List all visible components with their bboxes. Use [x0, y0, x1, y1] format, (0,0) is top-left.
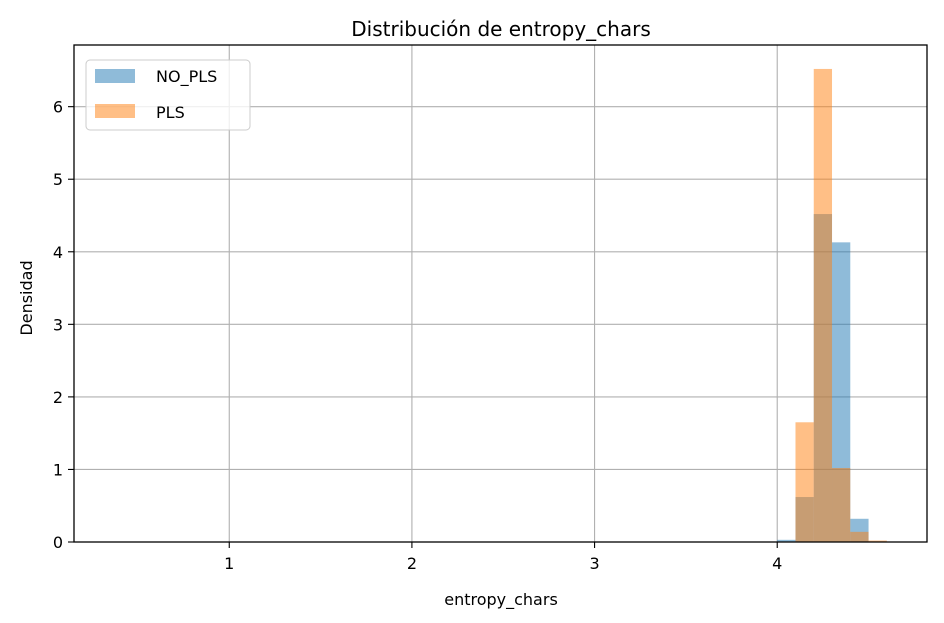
y-tick-label: 6 [53, 98, 63, 117]
y-tick-label: 5 [53, 170, 63, 189]
ticks: 1 2 3 4 0 1 2 3 4 5 6 [53, 98, 783, 573]
legend-label-no-pls: NO_PLS [156, 67, 217, 87]
y-tick-label: 4 [53, 243, 63, 262]
x-tick-label: 1 [224, 554, 234, 573]
plot-frame [73, 44, 928, 543]
legend-label-pls: PLS [156, 103, 185, 122]
chart-title: Distribución de entropy_chars [351, 17, 651, 41]
x-tick-label: 2 [407, 554, 417, 573]
bar-pls [850, 531, 869, 542]
bar-pls [795, 422, 814, 542]
bar-pls [832, 467, 851, 542]
y-tick-label: 2 [53, 388, 63, 407]
y-axis-label: Densidad [17, 260, 36, 335]
x-tick-label: 3 [589, 554, 599, 573]
x-tick-label: 4 [772, 554, 782, 573]
bar-no-pls [832, 242, 851, 542]
bars [777, 68, 887, 543]
legend-swatch-pls [95, 104, 135, 118]
legend: NO_PLS PLS [85, 59, 251, 131]
y-tick-label: 3 [53, 315, 63, 334]
bar-pls [813, 68, 833, 543]
bar-pls [868, 540, 887, 542]
bar-no-pls [777, 539, 796, 542]
y-tick-label: 1 [53, 460, 63, 479]
legend-swatch-no-pls [95, 69, 135, 83]
y-tick-label: 0 [53, 533, 63, 552]
x-axis-label: entropy_chars [444, 590, 558, 610]
